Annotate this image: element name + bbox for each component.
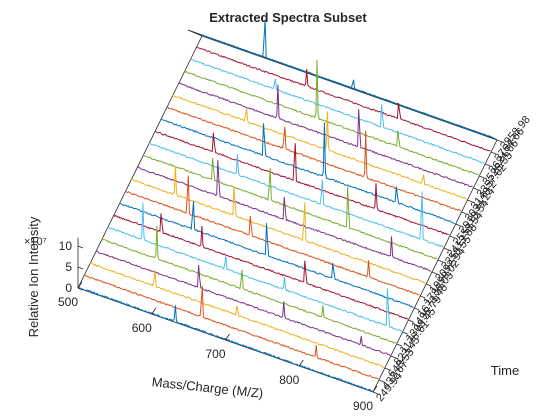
axes-edge — [201, 35, 498, 141]
y-tick-mark — [485, 163, 491, 167]
spectrum-line — [77, 286, 373, 392]
x-tick-label: 800 — [279, 373, 299, 387]
x-tick-label: 500 — [58, 295, 78, 309]
y-tick-mark — [408, 319, 414, 323]
x-tick-mark — [372, 385, 378, 393]
y-tick-mark — [378, 379, 385, 383]
z-tick-label: 5 — [65, 260, 72, 274]
spectrum-line — [130, 165, 426, 284]
y-tick-mark — [396, 343, 402, 347]
y-tick-mark — [414, 307, 420, 311]
x-tick-label: 900 — [353, 399, 373, 413]
x-axis-label: Mass/Charge (M/Z) — [151, 374, 264, 401]
spectrum-line — [142, 155, 438, 260]
spectrum-line — [119, 201, 414, 308]
spectrum-line — [201, 19, 497, 140]
x-tick-mark — [298, 359, 304, 367]
chart-title: Extracted Spectra Subset — [209, 10, 367, 25]
x-tick-mark — [225, 333, 230, 341]
y-tick-mark — [372, 391, 379, 395]
spectrum-line — [195, 46, 491, 152]
y-axis-label: Time — [491, 363, 519, 378]
y-tick-mark — [449, 235, 455, 239]
y-tick-mark — [390, 355, 396, 359]
spectrum-line — [172, 94, 467, 200]
z-tick-mark — [77, 266, 84, 270]
y-tick-mark — [467, 199, 473, 203]
z-tick-label: 10 — [59, 239, 73, 253]
spectrum-line — [95, 250, 391, 357]
x-tick-mark — [151, 307, 157, 315]
spectrum-line — [89, 262, 385, 368]
x-tick-label: 600 — [132, 321, 152, 335]
axes-edge — [372, 139, 498, 393]
y-tick-mark — [496, 139, 503, 143]
y-tick-mark — [473, 187, 479, 191]
y-tick-mark — [461, 211, 467, 215]
spectrum-line — [190, 58, 485, 164]
spectrum-line — [160, 118, 455, 224]
z-tick-mark — [77, 245, 84, 249]
spectrum-line — [112, 213, 409, 320]
y-tick-mark — [479, 175, 485, 179]
x-axis-ticks: 500 600 700 800 900 — [58, 281, 378, 413]
spectrum-line — [148, 142, 444, 248]
y-tick-mark — [490, 151, 497, 155]
spectrum-line — [183, 59, 479, 175]
y-tick-mark — [455, 223, 461, 227]
x-tick-label: 700 — [205, 347, 225, 361]
spectrum-line — [101, 225, 397, 344]
spectrum-line — [124, 175, 420, 296]
z-axis-exponent: ×10⁷ — [24, 236, 47, 248]
spectrum-line — [107, 202, 403, 332]
y-tick-mark — [437, 259, 444, 263]
y-tick-mark — [443, 247, 450, 251]
axes-edge — [77, 35, 203, 289]
z-axis-ticks: 0 5 10 — [59, 239, 84, 295]
spectrum-line — [178, 82, 473, 188]
z-axis-label: Relative Ion Intensity — [26, 216, 41, 337]
z-tick-mark — [77, 287, 84, 291]
y-tick-mark — [420, 295, 426, 299]
x-tick-mark — [77, 281, 83, 289]
z-tick-label: 0 — [65, 281, 72, 295]
y-tick-mark — [402, 331, 408, 335]
spectra-series-group — [77, 19, 497, 392]
spectrum-line — [136, 160, 432, 272]
y-tick-mark — [425, 283, 432, 287]
spectrum-line — [83, 274, 379, 380]
y-tick-mark — [384, 367, 390, 371]
spectrum-line — [166, 106, 462, 212]
spectrum-line — [154, 130, 450, 236]
y-tick-mark — [431, 271, 438, 275]
